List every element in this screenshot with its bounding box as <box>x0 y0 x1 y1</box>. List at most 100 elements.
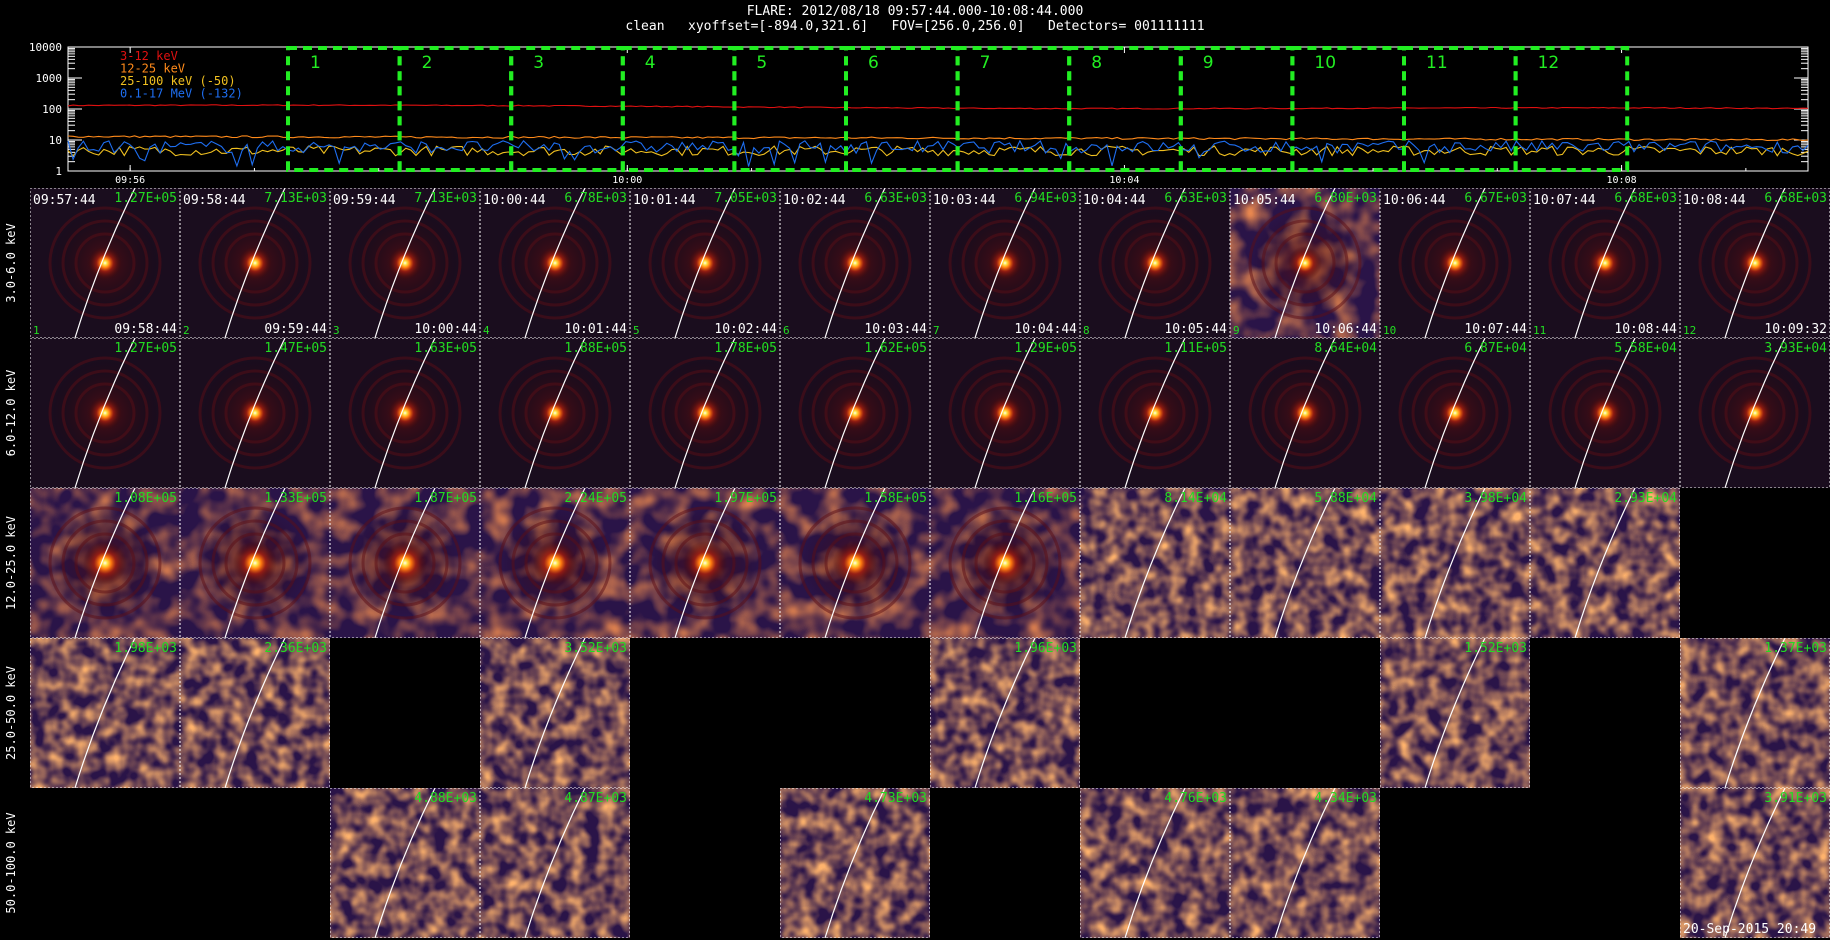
image-panel: 6.78E+03 10:00:44 10:01:44 4 <box>480 188 630 338</box>
panel-background <box>930 488 1080 638</box>
solar-limb-line <box>374 788 436 938</box>
sidelobe-ring <box>224 382 286 444</box>
image-panel: 2.24E+05 <box>480 488 630 638</box>
noise-texture <box>480 638 630 788</box>
panel-max-value: 8.64E+04 <box>1314 341 1377 356</box>
panel-border <box>480 638 630 788</box>
noise-texture <box>330 788 480 938</box>
source-halo <box>1700 208 1810 318</box>
noise-texture <box>30 488 180 638</box>
y-tick-label: 1 <box>55 165 62 178</box>
noise-texture <box>330 488 480 638</box>
noise-texture <box>1380 488 1530 638</box>
panel-background <box>30 338 180 488</box>
sidelobe-ring <box>1711 219 1799 307</box>
panel-background <box>1680 788 1830 938</box>
sidelobe-ring <box>498 356 612 470</box>
panel-background <box>1080 788 1230 938</box>
panel-border <box>30 488 180 638</box>
panel-max-value: 4.87E+03 <box>564 791 627 806</box>
solar-limb-line <box>74 188 136 338</box>
solar-limb-line <box>1724 638 1786 788</box>
image-panel: 2.93E+04 <box>1530 488 1680 638</box>
sidelobe-ring <box>224 232 286 294</box>
panel-background <box>1230 188 1380 338</box>
panel-max-value: 1.29E+05 <box>1014 341 1077 356</box>
flare-source <box>683 541 727 585</box>
noise-texture <box>1680 788 1830 938</box>
source-halo <box>1700 358 1810 468</box>
panel-border <box>630 488 780 638</box>
sidelobe-ring <box>661 369 749 457</box>
sidelobe-ring <box>61 519 149 607</box>
image-panel: 4.88E+03 <box>330 788 480 938</box>
panel-max-value: 1.16E+05 <box>1014 491 1077 506</box>
panel-border <box>30 638 180 788</box>
panel-background <box>1080 338 1230 488</box>
noise-texture <box>780 488 930 638</box>
panel-end-time: 10:03:44 <box>864 322 927 337</box>
interval-label: 2 <box>422 53 433 73</box>
panel-index: 12 <box>1683 324 1696 337</box>
sidelobe-ring <box>74 382 136 444</box>
panel-background <box>1230 488 1380 638</box>
panel-end-time: 10:07:44 <box>1464 322 1527 337</box>
legend-entry: 3-12 keV <box>120 49 178 63</box>
image-panel: 1.11E+05 <box>1080 338 1230 488</box>
sidelobe-ring <box>48 206 162 320</box>
y-tick-label: 1000 <box>36 72 63 85</box>
sidelobe-ring <box>361 369 449 457</box>
image-panel: 1.52E+03 <box>1380 638 1530 788</box>
image-panel: 8.14E+04 <box>1080 488 1230 638</box>
panel-border <box>480 338 630 488</box>
panel-max-value: 8.14E+04 <box>1164 491 1227 506</box>
panel-background <box>330 188 480 338</box>
panel-index: 2 <box>183 324 190 337</box>
source-halo <box>1400 358 1510 468</box>
panel-background <box>480 788 630 938</box>
flare-source <box>1738 396 1772 430</box>
source-halo <box>500 208 610 318</box>
panel-background <box>180 188 330 338</box>
panel-start-time: 10:08:44 <box>1683 193 1746 208</box>
solar-limb-line <box>1124 788 1186 938</box>
panel-end-time: 10:01:44 <box>564 322 627 337</box>
panel-border <box>1680 788 1830 938</box>
panel-max-value: 4.88E+03 <box>414 791 477 806</box>
panel-border <box>330 488 480 638</box>
panel-border <box>30 338 180 488</box>
panel-max-value: 5.58E+04 <box>1614 341 1677 356</box>
solar-limb-line <box>1124 488 1186 638</box>
panel-index: 7 <box>933 324 940 337</box>
panel-background <box>930 188 1080 338</box>
sidelobe-ring <box>498 506 612 620</box>
panel-end-time: 10:06:44 <box>1314 322 1377 337</box>
panel-index: 4 <box>483 324 490 337</box>
image-panel: 1.33E+05 <box>180 488 330 638</box>
panel-max-value: 6.63E+03 <box>864 191 927 206</box>
source-halo <box>1550 208 1660 318</box>
panel-background <box>1380 338 1530 488</box>
panel-max-value: 1.63E+05 <box>414 341 477 356</box>
interval-box <box>1513 46 1630 172</box>
sidelobe-ring <box>1248 206 1362 320</box>
image-panel: 7.13E+03 09:59:44 10:00:44 3 <box>330 188 480 338</box>
panel-border <box>1680 638 1830 788</box>
solar-limb-line <box>1274 488 1336 638</box>
panel-end-time: 10:08:44 <box>1614 322 1677 337</box>
solar-limb-line <box>524 338 586 488</box>
image-panel: 1.37E+03 <box>1680 638 1830 788</box>
noise-texture <box>1080 488 1230 638</box>
sidelobe-ring <box>74 532 136 594</box>
source-halo <box>1100 358 1210 468</box>
source-halo <box>800 358 910 468</box>
sidelobe-ring <box>1274 382 1336 444</box>
sidelobe-ring <box>961 519 1049 607</box>
sidelobe-ring <box>961 219 1049 307</box>
panel-max-value: 1.97E+05 <box>714 491 777 506</box>
flare-source <box>1438 246 1472 280</box>
flare-source <box>383 541 427 585</box>
sidelobe-ring <box>648 206 762 320</box>
panel-border <box>780 488 930 638</box>
